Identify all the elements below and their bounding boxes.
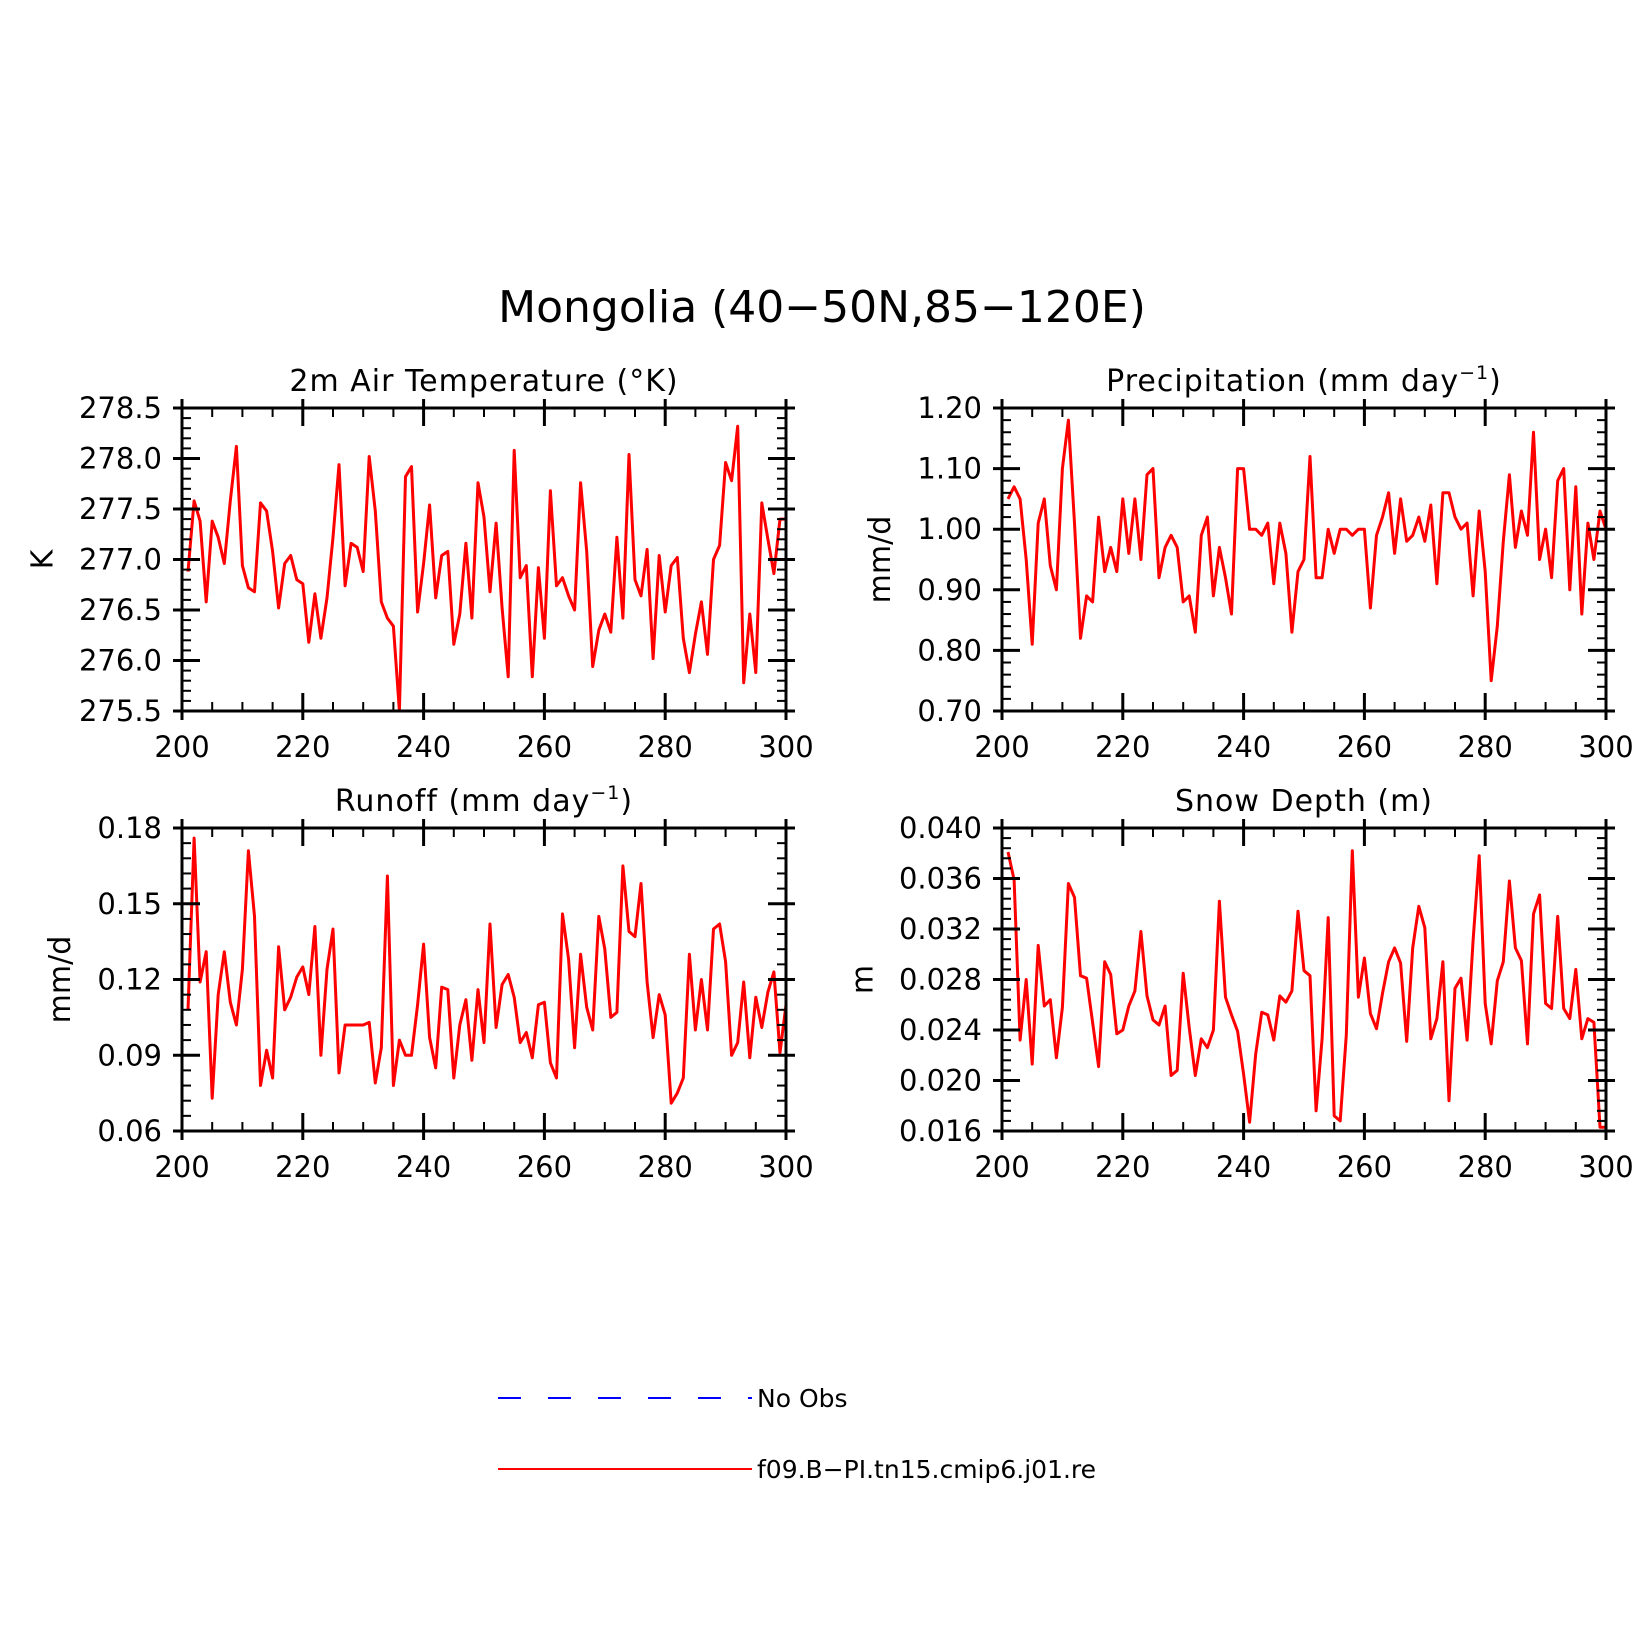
panel-title: Snow Depth (m) — [1175, 784, 1433, 819]
chart-panel-1: 200 220 240 260 280 300 275.5 276.0 276.5 277.0 27… — [26, 364, 814, 764]
series-line-1 — [186, 836, 786, 1105]
y-tick-label: 0.15 — [97, 887, 162, 921]
y-tick-label: 0.90 — [917, 573, 982, 607]
x-tick-label: 260 — [1337, 1150, 1392, 1184]
x-tick-label: 280 — [638, 1150, 693, 1184]
y-tick-label: 0.016 — [899, 1114, 982, 1148]
x-tick-label: 260 — [517, 730, 572, 764]
y-tick-label: 0.06 — [97, 1114, 162, 1148]
series-line-1 — [1006, 849, 1606, 1129]
y-tick-label: 276.5 — [79, 593, 162, 627]
y-tick-label: 275.5 — [79, 694, 162, 728]
legend-label-2: f09.B−PI.tn15.cmip6.j01.re — [757, 1455, 1096, 1484]
x-tick-label: 220 — [1095, 1150, 1150, 1184]
x-tick-label: 240 — [396, 1150, 451, 1184]
x-tick-label: 300 — [1578, 1150, 1633, 1184]
x-tick-label: 200 — [154, 730, 209, 764]
x-tick-label: 240 — [1216, 730, 1271, 764]
y-tick-label: 276.0 — [79, 644, 162, 678]
y-axis-label: K — [26, 548, 61, 569]
y-tick-label: 0.020 — [899, 1064, 982, 1098]
panel-title: Precipitation (mm day−1) — [1106, 362, 1502, 399]
legend: No Obs f09.B−PI.tn15.cmip6.j01.re — [498, 1384, 1096, 1484]
panel-title: 2m Air Temperature (°K) — [289, 364, 678, 399]
y-tick-label: 1.20 — [917, 391, 982, 425]
panel-title: Runoff (mm day−1) — [335, 782, 633, 819]
x-tick-label: 300 — [758, 730, 813, 764]
y-tick-label: 0.70 — [917, 694, 982, 728]
x-tick-label: 280 — [1458, 730, 1513, 764]
x-tick-label: 220 — [275, 730, 330, 764]
x-tick-label: 240 — [396, 730, 451, 764]
x-tick-label: 200 — [974, 730, 1029, 764]
plot-frame — [1000, 826, 1608, 1133]
y-axis-label: mm/d — [863, 516, 898, 604]
x-tick-label: 260 — [517, 1150, 572, 1184]
y-tick-label: 0.80 — [917, 633, 982, 667]
series-line-1 — [1006, 418, 1606, 683]
y-tick-label: 0.040 — [899, 811, 982, 845]
y-tick-label: 0.09 — [97, 1038, 162, 1072]
figure-title: Mongolia (40−50N,85−120E) — [498, 282, 1146, 333]
series-line-1 — [186, 424, 786, 711]
x-tick-label: 200 — [974, 1150, 1029, 1184]
y-tick-label: 0.024 — [899, 1013, 982, 1047]
y-axis-label: m — [846, 965, 881, 994]
y-tick-label: 278.0 — [79, 442, 162, 476]
x-tick-label: 300 — [758, 1150, 813, 1184]
y-tick-label: 1.10 — [917, 452, 982, 486]
plot-frame — [180, 826, 788, 1133]
x-tick-label: 280 — [638, 730, 693, 764]
y-tick-label: 0.12 — [97, 963, 162, 997]
legend-label-1: No Obs — [757, 1384, 848, 1413]
y-tick-label: 277.0 — [79, 543, 162, 577]
y-axis-label: mm/d — [43, 936, 78, 1024]
x-tick-label: 200 — [154, 1150, 209, 1184]
chart-panel-3: 200 220 240 260 280 300 0.06 0.09 0.12 0.15 0.18 Ru… — [43, 782, 814, 1184]
panels: 200 220 240 260 280 300 275.5 276.0 276.5 277.0 27… — [26, 362, 1634, 1184]
y-tick-label: 278.5 — [79, 391, 162, 425]
y-tick-label: 0.18 — [97, 811, 162, 845]
x-tick-label: 240 — [1216, 1150, 1271, 1184]
x-tick-label: 280 — [1458, 1150, 1513, 1184]
x-tick-label: 220 — [275, 1150, 330, 1184]
x-tick-label: 260 — [1337, 730, 1392, 764]
x-tick-label: 220 — [1095, 730, 1150, 764]
chart-panel-2: 200 220 240 260 280 300 0.70 0.80 0.90 1.00 1.10 1.… — [863, 362, 1634, 764]
x-tick-label: 300 — [1578, 730, 1633, 764]
y-tick-label: 277.5 — [79, 492, 162, 526]
y-tick-label: 0.036 — [899, 862, 982, 896]
chart-panel-4: 200 220 240 260 280 300 0.016 0.020 0.024 0.028 0.… — [846, 784, 1634, 1184]
y-tick-label: 0.032 — [899, 912, 982, 946]
y-tick-label: 1.00 — [917, 512, 982, 546]
y-tick-label: 0.028 — [899, 963, 982, 997]
